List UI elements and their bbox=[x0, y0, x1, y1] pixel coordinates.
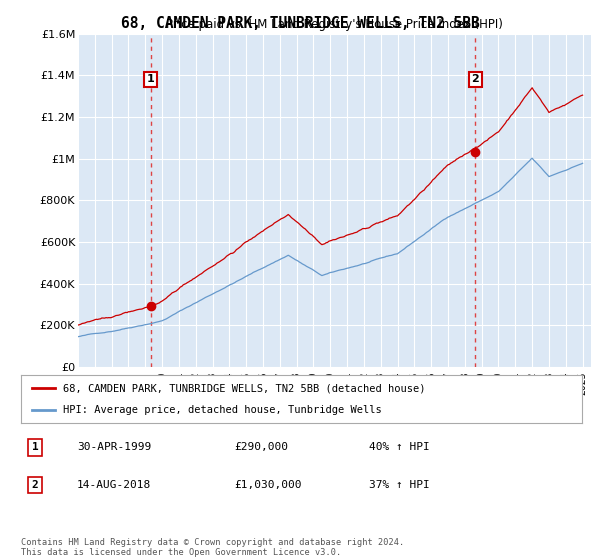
Text: 68, CAMDEN PARK, TUNBRIDGE WELLS, TN2 5BB: 68, CAMDEN PARK, TUNBRIDGE WELLS, TN2 5B… bbox=[121, 16, 479, 31]
Text: Contains HM Land Registry data © Crown copyright and database right 2024.
This d: Contains HM Land Registry data © Crown c… bbox=[21, 538, 404, 557]
Text: 14-AUG-2018: 14-AUG-2018 bbox=[77, 480, 151, 490]
Text: 40% ↑ HPI: 40% ↑ HPI bbox=[369, 442, 430, 452]
Text: 37% ↑ HPI: 37% ↑ HPI bbox=[369, 480, 430, 490]
Text: £290,000: £290,000 bbox=[234, 442, 288, 452]
Text: 1: 1 bbox=[147, 74, 155, 85]
Text: 68, CAMDEN PARK, TUNBRIDGE WELLS, TN2 5BB (detached house): 68, CAMDEN PARK, TUNBRIDGE WELLS, TN2 5B… bbox=[63, 383, 425, 393]
Text: HPI: Average price, detached house, Tunbridge Wells: HPI: Average price, detached house, Tunb… bbox=[63, 405, 382, 415]
Text: £1,030,000: £1,030,000 bbox=[234, 480, 302, 490]
Title: Price paid vs. HM Land Registry's House Price Index (HPI): Price paid vs. HM Land Registry's House … bbox=[166, 18, 503, 31]
Text: 1: 1 bbox=[32, 442, 38, 452]
Text: 2: 2 bbox=[472, 74, 479, 85]
Text: 30-APR-1999: 30-APR-1999 bbox=[77, 442, 151, 452]
Text: 2: 2 bbox=[32, 480, 38, 490]
